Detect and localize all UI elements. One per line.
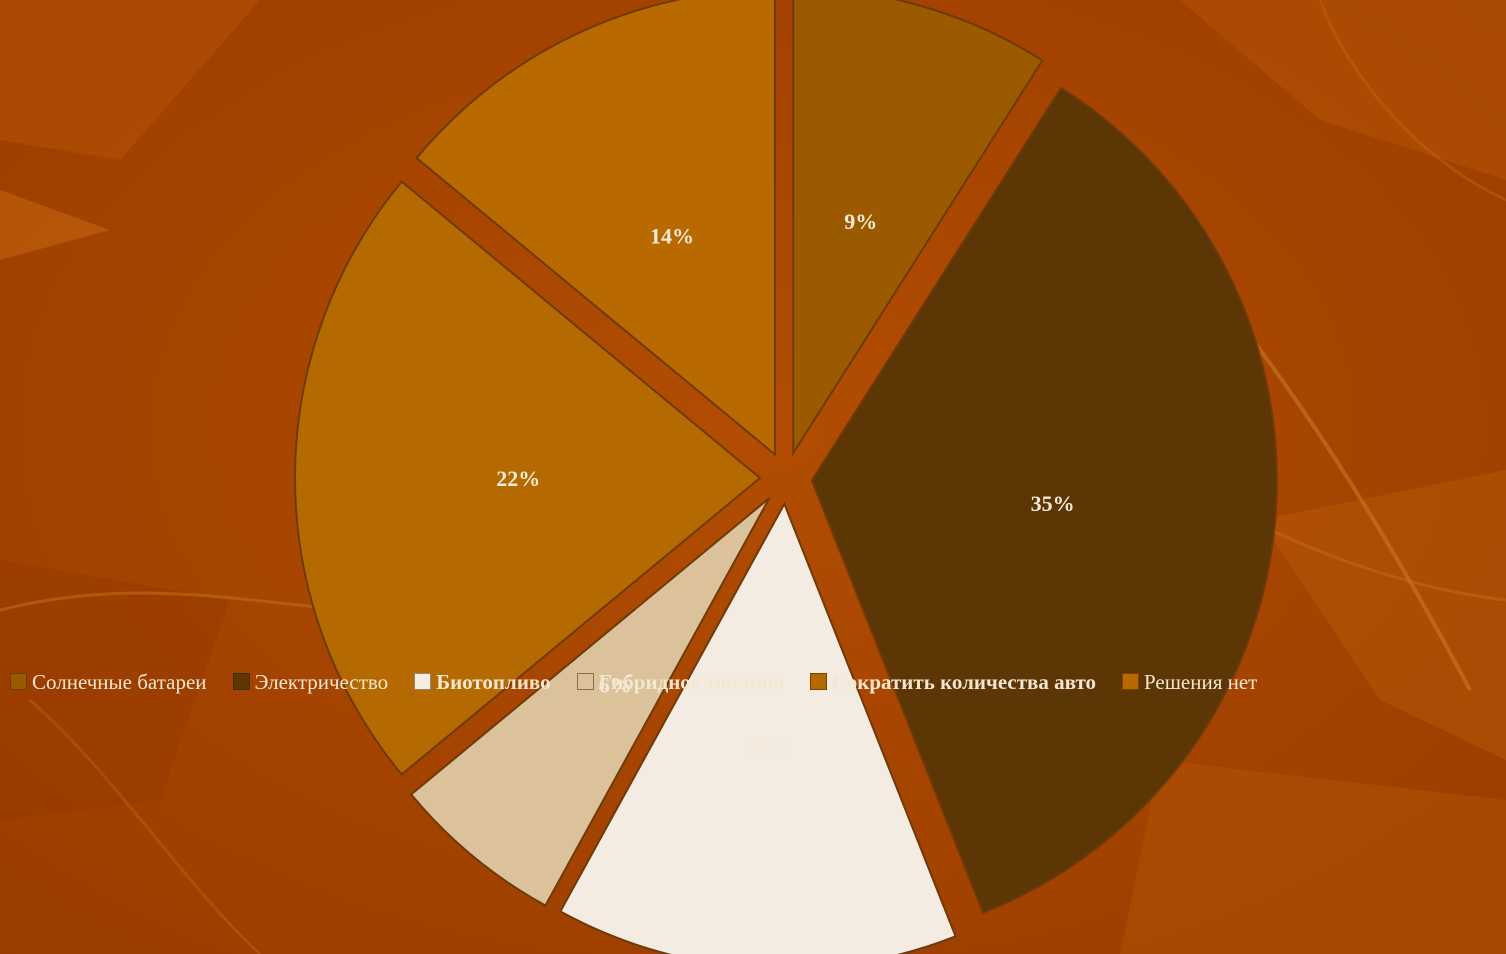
data-label-5: 22% bbox=[496, 466, 540, 491]
pie-slice-2 bbox=[810, 86, 1278, 915]
legend-swatch bbox=[1122, 673, 1139, 690]
pie-slice-4 bbox=[409, 497, 771, 907]
data-label-4: 6% bbox=[599, 672, 632, 697]
legend-swatch bbox=[232, 673, 250, 690]
legend-item: Сократить количества авто bbox=[809, 670, 1096, 694]
pie-slices bbox=[293, 0, 1278, 954]
legend-item: Решения нет bbox=[1122, 670, 1257, 694]
data-label-2: 35% bbox=[1031, 491, 1075, 516]
data-label-1: 9% bbox=[844, 209, 877, 234]
pie-slice-5 bbox=[293, 180, 762, 776]
pie-data-labels: 9% 35% 14% 6% 22% 14% bbox=[496, 209, 1074, 758]
data-label-3: 14% bbox=[747, 733, 791, 758]
legend-item: Электричество bbox=[232, 670, 389, 694]
legend-label: Солнечные батареи bbox=[32, 670, 207, 694]
legend-item: Гибридное топливо bbox=[576, 670, 784, 694]
legend-item: Биотопливо bbox=[414, 670, 551, 694]
data-label-6: 14% bbox=[650, 224, 694, 249]
legend-swatch bbox=[576, 673, 594, 690]
chart-legend: Солнечные батареи Электричество Биотопливо… bbox=[10, 668, 1506, 696]
legend-label: Решения нет bbox=[1144, 670, 1258, 694]
legend-label: Сократить количества авто bbox=[831, 670, 1096, 694]
pie-slice-1 bbox=[792, 0, 1044, 457]
legend-label: Гибридное топливо bbox=[598, 670, 784, 694]
legend-label: Биотопливо bbox=[436, 670, 551, 694]
legend-label: Электричество bbox=[254, 670, 389, 694]
pie-slice-3 bbox=[558, 501, 957, 954]
legend-item: Солнечные батареи bbox=[10, 670, 207, 694]
legend-swatch bbox=[809, 673, 827, 690]
legend-swatch bbox=[414, 673, 432, 690]
legend-swatch bbox=[10, 673, 27, 690]
pie-slice-6 bbox=[415, 0, 776, 457]
